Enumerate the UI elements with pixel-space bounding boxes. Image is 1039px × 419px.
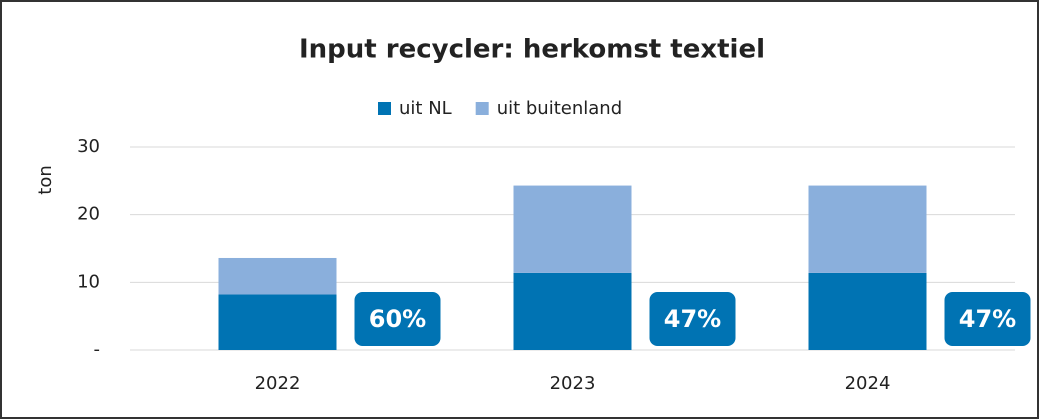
annotation: 47%: [959, 305, 1016, 333]
y-tick-label: 10: [77, 271, 100, 292]
bar-segment: [808, 185, 927, 273]
bar-segment: [218, 257, 337, 295]
x-tick-label: 2024: [845, 373, 891, 394]
annotation: 47%: [664, 305, 721, 333]
bar-segment: [513, 185, 632, 273]
bar-segment: [513, 272, 632, 350]
annotation-box: [649, 292, 736, 346]
legend-swatch: [475, 102, 489, 115]
y-tick-label: -: [94, 339, 101, 360]
legend-swatch: [378, 102, 391, 115]
legend-label: uit NL: [399, 98, 452, 119]
bar-segment: [218, 294, 337, 350]
annotation: 60%: [369, 305, 426, 333]
x-tick-label: 2023: [550, 373, 596, 394]
bar-segment: [808, 272, 927, 350]
x-tick-label: 2022: [255, 373, 301, 394]
y-axis-label: ton: [35, 165, 56, 194]
annotation-box: [944, 292, 1031, 346]
annotation-box: [354, 292, 441, 346]
y-tick-label: 20: [77, 204, 100, 225]
chart-title: Input recycler: herkomst textiel: [299, 35, 765, 65]
y-tick-label: 30: [77, 136, 100, 157]
legend-label: uit buitenland: [497, 98, 622, 119]
